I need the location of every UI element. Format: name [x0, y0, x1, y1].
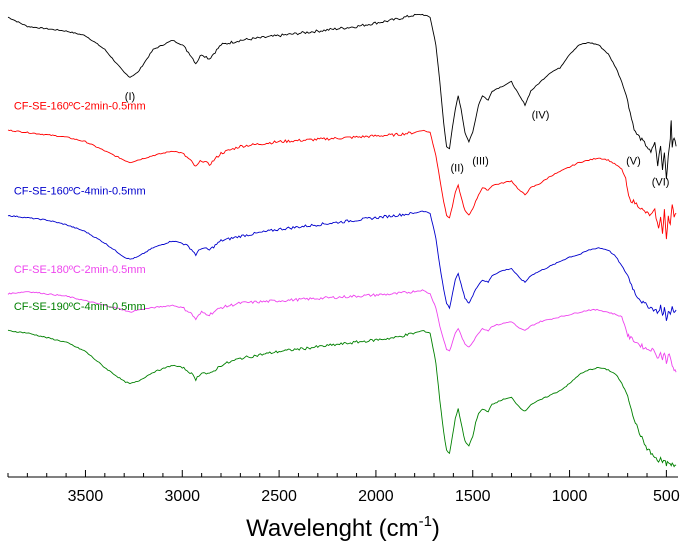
- peak-annotation-2: (II): [451, 163, 464, 175]
- peak-annotation-5: (V): [626, 156, 641, 168]
- series-lines: [7, 13, 677, 468]
- x-axis-label-superscript: -1: [419, 513, 432, 530]
- series-line-1: [7, 13, 677, 180]
- x-tick-label-3000: 3000: [164, 488, 200, 505]
- x-axis: 3500 3000 2500 2000 1500 1000 500: [7, 470, 680, 505]
- series-line-4: [7, 289, 677, 373]
- x-axis-ticks: [7, 470, 667, 477]
- x-axis-label: Wavelenght (cm-1): [246, 513, 440, 542]
- x-axis-label-main: Wavelenght (cm: [246, 515, 419, 542]
- peak-annotation-4: (IV): [532, 110, 550, 122]
- x-tick-label-1500: 1500: [455, 488, 491, 505]
- series-labels: Raw feathers-0.5mmCF-SE-160ºC-2min-0.5mm…: [14, 100, 146, 313]
- peak-annotations: (I) (II) (III) (IV) (V) (VI): [125, 91, 670, 188]
- x-axis-tick-labels: 3500 3000 2500 2000 1500 1000 500: [68, 488, 680, 505]
- x-axis-label-close: ): [432, 515, 440, 542]
- series-line-5: [7, 329, 677, 468]
- peak-annotation-1: (I): [125, 91, 135, 103]
- series-line-2: [7, 129, 677, 240]
- x-tick-label-500: 500: [653, 488, 680, 505]
- series-label-4: CF-SE-180ºC-2min-0.5mm: [14, 264, 146, 276]
- x-tick-label-2000: 2000: [358, 488, 394, 505]
- series-line-3: [7, 210, 677, 321]
- series-label-2: CF-SE-160ºC-2min-0.5mm: [14, 100, 146, 112]
- x-tick-label-3500: 3500: [68, 488, 104, 505]
- x-tick-label-2500: 2500: [261, 488, 297, 505]
- peak-annotation-6: (VI): [652, 176, 670, 188]
- series-label-3: CF-SE-160ºC-4min-0.5mm: [14, 186, 146, 198]
- peak-annotation-3: (III): [472, 156, 489, 168]
- series-label-5: CF-SE-190ºC-4min-0.5mm: [14, 301, 146, 313]
- x-tick-label-1000: 1000: [552, 488, 588, 505]
